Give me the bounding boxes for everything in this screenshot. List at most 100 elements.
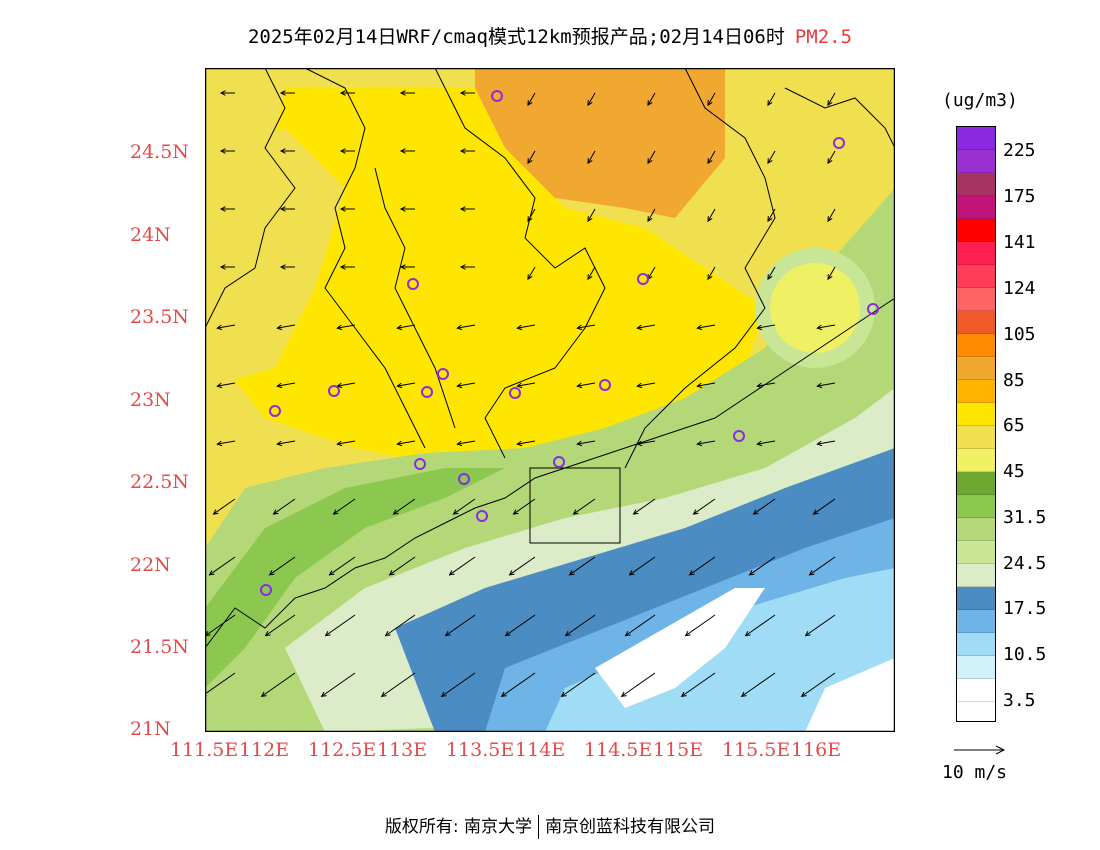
- title-text: 2025年02月14日WRF/cmaq模式12km预报产品;02月14日06时: [247, 26, 785, 48]
- arrow-head: [827, 100, 833, 107]
- arrow-icon: [527, 92, 536, 106]
- legend-tick-label: 10.5: [1003, 644, 1047, 665]
- arrow-head: [576, 324, 583, 331]
- arrow-head: [680, 691, 687, 698]
- arrow-icon: [265, 614, 296, 637]
- arrow-head: [576, 382, 583, 389]
- legend-tick-label: 65: [1003, 415, 1025, 436]
- arrow-head: [816, 382, 823, 389]
- arrow-icon: [329, 556, 356, 576]
- arrow-head: [587, 274, 593, 281]
- arrow-head: [684, 630, 691, 637]
- arrow-icon: [637, 440, 656, 445]
- arrow-head: [448, 570, 455, 576]
- arrow-head: [744, 630, 751, 637]
- arrow-head: [380, 691, 387, 698]
- arrow-icon: [827, 150, 836, 164]
- arrow-icon: [587, 266, 596, 280]
- arrow-head: [444, 630, 451, 637]
- lon-label: 114.5E: [584, 739, 653, 761]
- circle-marker-icon: [437, 368, 449, 380]
- arrow-head: [328, 570, 335, 576]
- arrow-head: [756, 324, 763, 331]
- arrow-head: [216, 382, 223, 389]
- circle-marker-icon: [414, 458, 426, 470]
- arrow-head: [399, 90, 406, 96]
- arrow-head: [647, 100, 653, 107]
- arrow-icon: [337, 324, 356, 329]
- arrow-head: [396, 324, 403, 331]
- arrow-head: [636, 440, 643, 447]
- arrow-head: [827, 216, 833, 223]
- arrow-head: [632, 509, 639, 515]
- pm-zone-white-se: [805, 658, 895, 732]
- arrow-icon: [741, 672, 776, 697]
- arrow-icon: [647, 266, 656, 280]
- lat-label: 24.5N: [130, 141, 189, 163]
- arrow-head: [647, 216, 653, 223]
- arrow-icon: [827, 266, 836, 280]
- legend-unit: (ug/m3): [942, 90, 1018, 111]
- arrow-head: [452, 509, 459, 515]
- arrow-icon: [517, 382, 536, 387]
- circle-marker-icon: [733, 430, 745, 442]
- arrow-icon: [213, 498, 236, 515]
- legend-swatch: [957, 219, 995, 242]
- legend-swatch: [957, 495, 995, 518]
- arrow-head: [696, 440, 703, 447]
- arrow-head: [396, 382, 403, 389]
- legend-tick-label: 45: [1003, 461, 1025, 482]
- arrow-icon: [397, 440, 416, 445]
- arrow-head: [279, 148, 286, 154]
- arrow-icon: [629, 556, 656, 576]
- arrow-head: [512, 509, 519, 515]
- color-legend: [956, 126, 996, 722]
- copyright-footer: 版权所有: 南京大学 南京创蓝科技有限公司: [0, 812, 1100, 839]
- legend-tick-label: 175: [1003, 186, 1036, 207]
- wind-vectors: [200, 90, 836, 698]
- arrow-icon: [697, 382, 716, 387]
- lat-label: 24N: [130, 224, 171, 246]
- arrow-icon: [587, 208, 596, 222]
- arrow-head: [527, 100, 533, 107]
- arrow-icon: [707, 150, 716, 164]
- arrow-head: [827, 158, 833, 165]
- arrow-icon: [633, 498, 656, 515]
- boundary-line: [304, 67, 426, 449]
- arrow-head: [388, 570, 395, 576]
- map-border: [204, 67, 896, 733]
- arrow-head: [276, 324, 283, 331]
- arrow-icon: [767, 92, 776, 106]
- arrow-head: [260, 691, 267, 698]
- lat-label: 22.5N: [130, 471, 189, 493]
- legend-tick-label: 17.5: [1003, 598, 1047, 619]
- arrow-head: [692, 509, 699, 515]
- arrow-icon: [757, 440, 776, 445]
- arrow-head: [339, 90, 346, 96]
- arrow-head: [756, 440, 763, 447]
- arrow-icon: [749, 556, 776, 576]
- arrow-head: [636, 324, 643, 331]
- arrow-icon: [767, 150, 776, 164]
- arrow-head: [216, 440, 223, 447]
- legend-swatch: [957, 472, 995, 495]
- arrow-head: [516, 324, 523, 331]
- arrow-head: [568, 570, 575, 576]
- arrow-head: [816, 324, 823, 331]
- arrow-icon: [817, 324, 836, 329]
- legend-swatch: [957, 426, 995, 449]
- arrow-icon: [321, 672, 356, 697]
- arrow-head: [332, 509, 339, 515]
- arrow-icon: [707, 208, 716, 222]
- copyright-right: 南京创蓝科技有限公司: [545, 817, 716, 837]
- arrow-icon: [697, 324, 716, 329]
- arrow-head: [219, 90, 226, 96]
- arrow-head: [527, 158, 533, 165]
- lat-label: 23.5N: [130, 306, 189, 328]
- arrow-head: [560, 691, 567, 698]
- arrow-head: [396, 440, 403, 447]
- circle-marker-icon: [269, 405, 281, 417]
- arrow-icon: [527, 208, 536, 222]
- station-markers: [260, 90, 879, 596]
- arrow-icon: [201, 672, 236, 697]
